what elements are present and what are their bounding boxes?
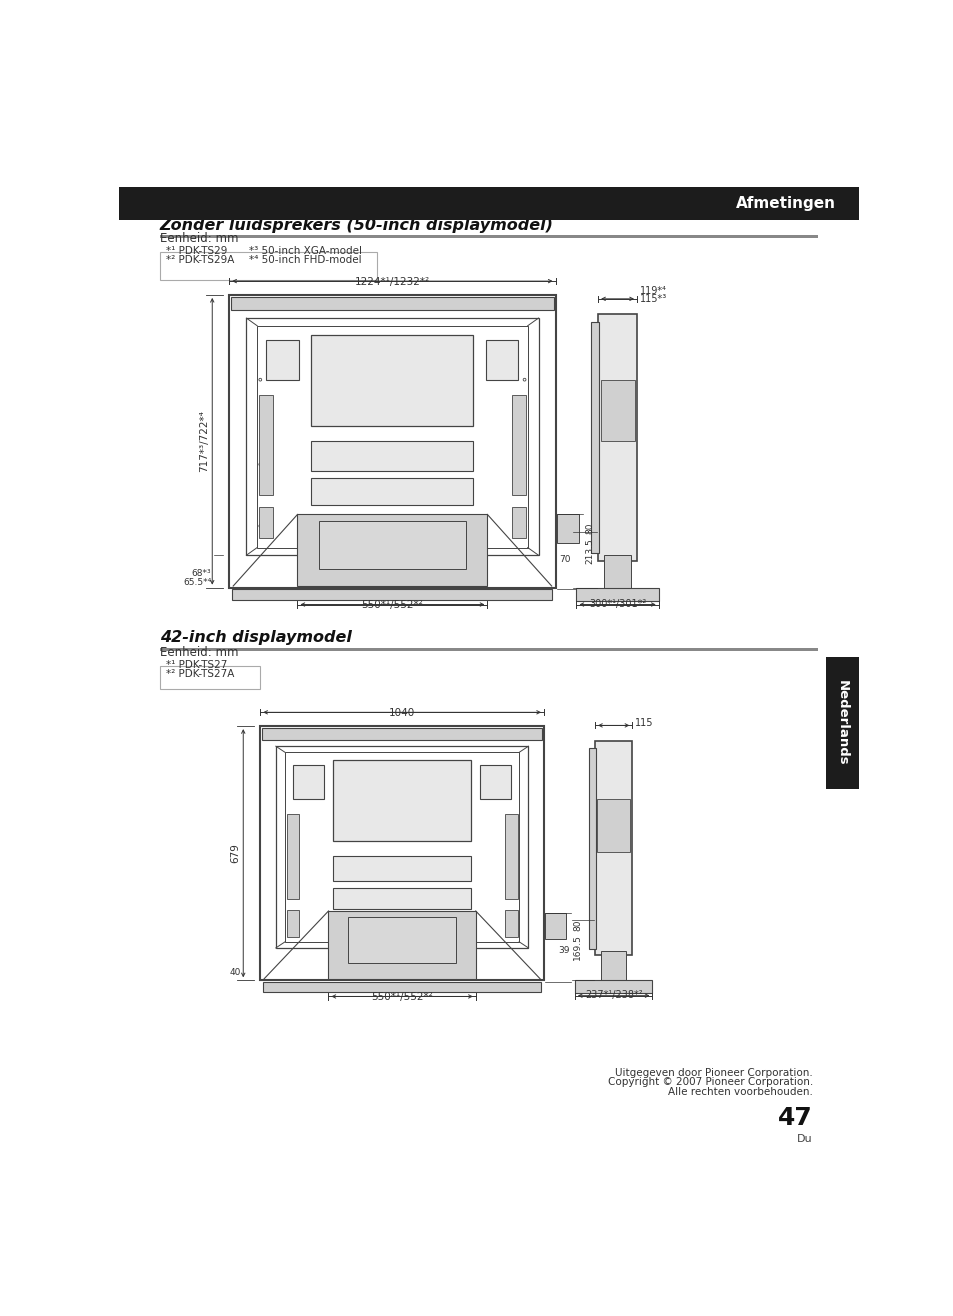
Bar — [575, 980, 652, 992]
Text: Zonder luidsprekers (50-inch displaymodel): Zonder luidsprekers (50-inch displaymode… — [159, 217, 553, 233]
Text: 300*¹/301*²: 300*¹/301*² — [588, 599, 645, 609]
Text: Alle rechten voorbehouden.: Alle rechten voorbehouden. — [667, 1087, 812, 1096]
Bar — [263, 982, 540, 992]
Circle shape — [381, 936, 385, 938]
Bar — [595, 741, 632, 955]
Text: 1040: 1040 — [389, 708, 415, 717]
Bar — [600, 951, 625, 980]
Bar — [297, 515, 487, 586]
Bar — [119, 187, 858, 220]
Text: 39: 39 — [558, 946, 569, 954]
Text: 237*¹/238*²: 237*¹/238*² — [584, 991, 641, 1000]
Text: Eenheid: mm: Eenheid: mm — [159, 646, 238, 659]
Circle shape — [418, 936, 422, 938]
Bar — [597, 799, 629, 853]
Text: *¹ PDK-TS27: *¹ PDK-TS27 — [166, 659, 227, 670]
Bar — [545, 912, 565, 938]
Bar — [599, 380, 634, 441]
Circle shape — [329, 540, 333, 544]
Bar — [261, 728, 542, 740]
Bar — [159, 666, 260, 690]
Bar — [512, 395, 525, 495]
Bar — [293, 765, 323, 799]
Bar — [485, 340, 517, 380]
Text: Nederlands: Nederlands — [835, 680, 848, 766]
Bar — [512, 507, 525, 537]
Text: 717*³/722*⁴: 717*³/722*⁴ — [199, 411, 209, 472]
Circle shape — [413, 540, 416, 544]
Bar — [311, 441, 473, 471]
Bar — [591, 322, 598, 553]
Bar — [576, 587, 658, 601]
Text: 80: 80 — [573, 920, 581, 932]
Text: 550*¹/552*²: 550*¹/552*² — [371, 992, 433, 1001]
Text: 115: 115 — [635, 719, 653, 729]
Circle shape — [452, 936, 456, 938]
Bar — [505, 911, 517, 937]
Text: Afmetingen: Afmetingen — [736, 196, 835, 211]
Text: *³ 50-inch XGA-model: *³ 50-inch XGA-model — [249, 246, 362, 255]
Bar — [260, 726, 543, 980]
Bar — [258, 507, 273, 537]
Text: *⁴ 50-inch FHD-model: *⁴ 50-inch FHD-model — [249, 255, 362, 265]
Bar — [159, 251, 376, 279]
Bar — [505, 815, 517, 899]
Text: Eenheid: mm: Eenheid: mm — [159, 232, 238, 245]
Bar — [328, 911, 476, 979]
Text: *² PDK-TS29A: *² PDK-TS29A — [166, 255, 233, 265]
Text: 68*³: 68*³ — [192, 570, 212, 578]
Text: 42-inch displaymodel: 42-inch displaymodel — [159, 630, 351, 645]
Text: Copyright © 2007 Pioneer Corporation.: Copyright © 2007 Pioneer Corporation. — [607, 1078, 812, 1087]
Text: 169.5: 169.5 — [573, 934, 581, 961]
Text: 40: 40 — [230, 969, 241, 976]
Bar — [257, 326, 527, 547]
Bar — [285, 753, 518, 942]
Circle shape — [452, 540, 456, 544]
Bar — [333, 857, 471, 880]
Text: 80: 80 — [584, 522, 594, 534]
Text: 119*⁴: 119*⁴ — [639, 286, 666, 296]
Bar — [604, 555, 630, 587]
Circle shape — [367, 540, 371, 544]
Bar — [311, 478, 473, 505]
Bar — [825, 657, 858, 790]
Bar — [266, 340, 298, 380]
Bar — [233, 590, 552, 600]
Bar — [159, 647, 818, 650]
Bar — [319, 521, 465, 569]
Bar — [311, 336, 473, 426]
Bar — [229, 295, 555, 587]
Text: 1224*¹/1232*²: 1224*¹/1232*² — [355, 276, 430, 287]
Bar — [246, 318, 537, 555]
Text: 47: 47 — [778, 1107, 812, 1130]
Text: 213.5: 213.5 — [584, 538, 594, 565]
Bar — [159, 236, 818, 238]
Text: 70: 70 — [559, 555, 571, 565]
Bar — [480, 765, 511, 799]
Bar — [231, 296, 554, 311]
Bar — [258, 395, 273, 495]
Bar — [333, 888, 471, 909]
Bar — [588, 747, 596, 949]
Text: *² PDK-TS27A: *² PDK-TS27A — [166, 670, 233, 679]
Bar — [598, 315, 637, 561]
Text: 65.5*⁴: 65.5*⁴ — [183, 579, 212, 587]
Bar — [348, 917, 456, 963]
Bar — [286, 911, 298, 937]
Text: 550*¹/552*²: 550*¹/552*² — [361, 600, 423, 609]
Bar — [286, 815, 298, 899]
Text: Uitgegeven door Pioneer Corporation.: Uitgegeven door Pioneer Corporation. — [615, 1069, 812, 1078]
Bar — [275, 746, 528, 948]
Bar — [557, 515, 578, 544]
Text: Du: Du — [797, 1133, 812, 1144]
Text: *¹ PDK-TS29: *¹ PDK-TS29 — [166, 246, 227, 255]
Text: 115*³: 115*³ — [639, 295, 666, 304]
Bar — [333, 761, 471, 841]
Text: 679: 679 — [230, 844, 240, 863]
Circle shape — [348, 936, 352, 938]
